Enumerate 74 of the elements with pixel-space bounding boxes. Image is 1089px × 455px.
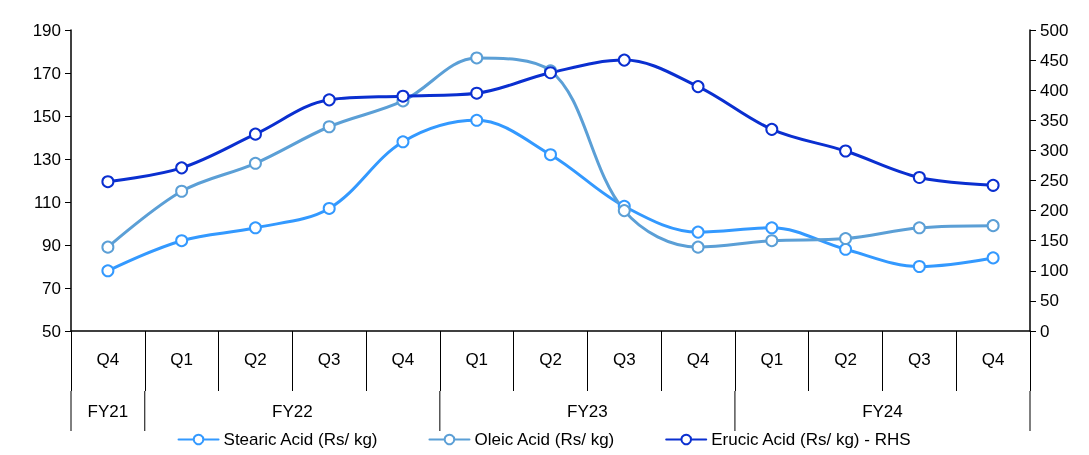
text: FY21 [87,401,129,421]
x-tick-label: Q4 [391,350,415,369]
point [765,122,779,136]
point [617,204,631,218]
y-tick-label: 130 [32,149,61,169]
point [322,120,336,134]
x-tick-label: Q3 [317,350,341,369]
point [691,240,705,254]
point [322,93,336,107]
x-tick-label: Q1 [465,350,489,369]
x-tick-label: Q2 [834,350,857,369]
legend-label: Oleic Acid (Rs/ kg) [474,430,615,449]
legend-label: Stearic Acid (Rs/ kg) [223,430,378,449]
y2-tick-label: 400 [1040,80,1069,100]
point [248,156,262,170]
y-tick-label: 150 [32,106,61,126]
point [912,260,926,273]
point [765,234,779,248]
point [986,178,1000,192]
y2-tick-label: 250 [1040,171,1069,190]
point [101,264,115,278]
point [839,232,853,246]
y2-tick-label: 100 [1040,261,1069,281]
point [248,127,262,141]
text: FY22 [271,401,313,421]
point [470,51,484,65]
point [617,53,631,67]
y-tick-label: 170 [32,63,61,83]
point [986,251,1000,265]
y-tick-label: 50 [42,321,61,341]
point [691,80,705,94]
point [396,89,410,103]
x-tick-label: Q2 [244,350,267,369]
point [544,148,557,162]
y2-tick-label: 200 [1040,201,1069,221]
point [248,221,262,235]
point [322,201,336,215]
x-tick-label: Q3 [612,350,636,369]
point [175,184,189,198]
text: FY23 [567,401,608,421]
y2-tick-label: 300 [1040,140,1069,160]
point [396,135,410,149]
y-tick-label: 90 [42,235,61,255]
point [101,175,115,189]
point [470,86,484,100]
point [986,219,1000,233]
point [101,240,115,254]
point [839,144,853,158]
point [175,161,189,175]
y2-tick-label: 500 [1040,20,1069,40]
x-tick-label: Q1 [760,350,784,369]
x-tick-label: Q4 [686,350,710,369]
point [765,221,779,235]
x-tick-label: Q4 [96,350,120,369]
x-tick-label: Q2 [539,350,562,369]
legend-label: Erucic Acid (Rs/ kg) - RHS [711,430,911,449]
y2-tick-label: 450 [1040,50,1069,70]
x-tick-label: Q1 [170,350,193,369]
point [470,113,484,127]
point [912,170,926,184]
text: FY24 [862,401,903,421]
y2-tick-label: 150 [1040,231,1069,251]
point [175,234,189,248]
x-tick-label: Q4 [981,350,1005,369]
y2-tick-label: 350 [1040,110,1069,130]
y-tick-label: 110 [33,192,61,212]
point [691,225,705,239]
y2-tick-label: 50 [1040,291,1059,311]
y-tick-label: 70 [42,278,61,298]
y2-tick-label: 0 [1040,321,1050,341]
x-tick-label: Q3 [908,350,931,369]
y-tick-label: 190 [32,20,61,40]
point [912,221,926,235]
point [839,242,853,256]
